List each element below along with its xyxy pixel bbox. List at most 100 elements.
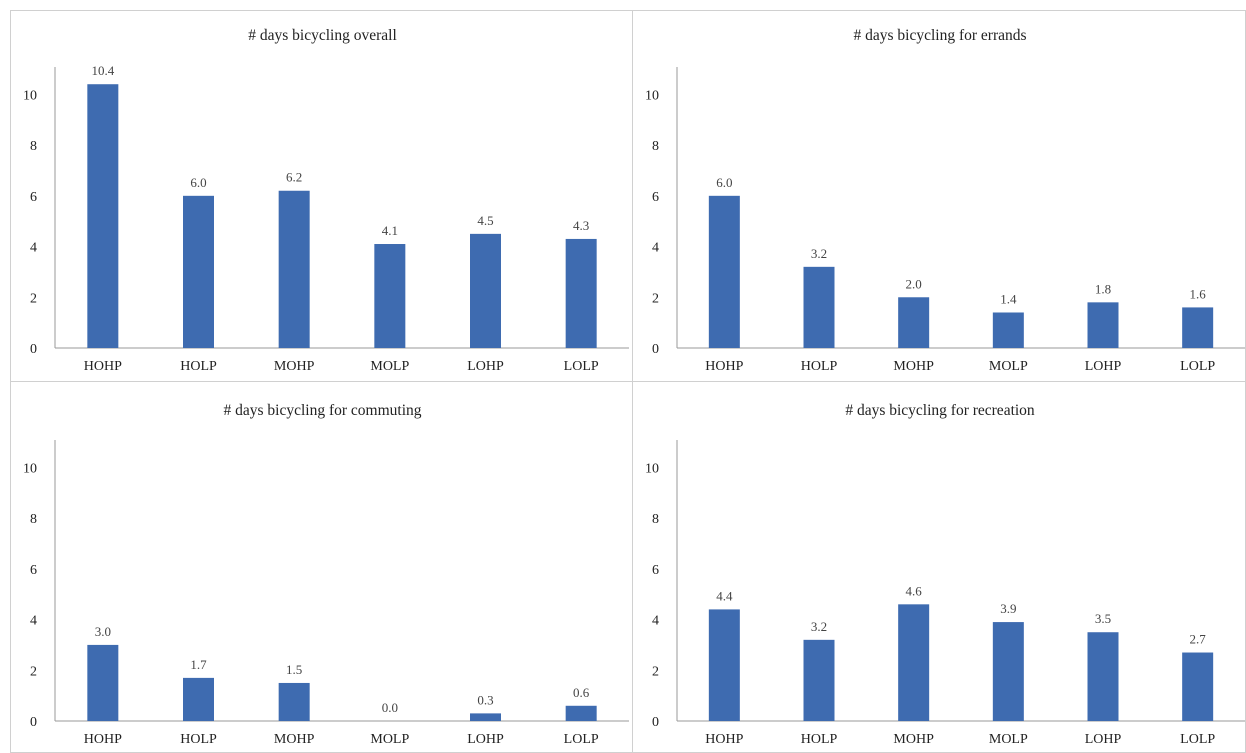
data-label: 2.0 (906, 276, 922, 291)
y-tick-label: 2 (30, 291, 37, 306)
bar-mohp (278, 190, 310, 348)
category-label: LOHP (467, 732, 504, 747)
y-tick-label: 8 (652, 139, 659, 154)
data-label: 1.7 (190, 657, 207, 672)
data-label: 1.5 (286, 662, 302, 677)
category-label: MOHP (893, 359, 934, 374)
bar-molp (992, 622, 1024, 721)
category-label: LOLP (1180, 732, 1215, 747)
data-label: 0.0 (382, 700, 398, 715)
y-tick-label: 10 (23, 461, 37, 476)
y-tick-label: 0 (30, 715, 37, 730)
chart-title: # days bicycling overall (248, 27, 397, 44)
category-label: LOHP (1085, 359, 1122, 374)
category-label: MOHP (893, 732, 934, 747)
category-label: HOHP (84, 359, 122, 374)
bar-mohp (898, 604, 930, 721)
category-label: MOLP (370, 359, 409, 374)
category-label: MOLP (989, 732, 1028, 747)
y-tick-label: 4 (30, 614, 37, 629)
y-tick-label: 4 (30, 241, 37, 256)
bar-lohp (1087, 302, 1119, 348)
bar-mohp (898, 297, 930, 348)
data-label: 3.5 (1095, 611, 1111, 626)
data-label: 3.0 (95, 624, 111, 639)
data-label: 3.2 (811, 619, 827, 634)
category-label: HOLP (801, 359, 838, 374)
chart-panel-recreation: # days bicycling for recreation 0 2 4 6 8 10 4.… (632, 381, 1246, 753)
category-label: HOLP (180, 359, 217, 374)
y-tick-label: 2 (30, 664, 37, 679)
bar-lohp (1087, 632, 1119, 721)
data-label: 6.2 (286, 170, 302, 185)
category-label: HOHP (705, 359, 743, 374)
bar-lohp (470, 233, 501, 348)
category-label: HOLP (801, 732, 838, 747)
category-label: LOLP (564, 732, 599, 747)
y-tick-label: 6 (30, 563, 37, 578)
bar-holp (803, 639, 835, 721)
category-label: MOHP (274, 359, 315, 374)
bar-lolp (1182, 307, 1214, 348)
data-label: 0.6 (573, 685, 590, 700)
data-label: 6.0 (716, 175, 732, 190)
chart-panel-commuting: # days bicycling for commuting 0 2 4 6 8 10 3.0… (10, 381, 633, 753)
bar-lolp (565, 238, 597, 348)
bar-hohp (708, 609, 740, 721)
bar-holp (803, 266, 835, 348)
y-tick-label: 6 (652, 190, 659, 205)
category-label: MOLP (989, 359, 1028, 374)
y-tick-label: 8 (30, 139, 37, 154)
category-label: MOHP (274, 732, 315, 747)
chart-panel-errands: # days bicycling for errands 0 2 4 6 8 10 6.0 HO… (632, 10, 1246, 382)
chart-commuting-svg: # days bicycling for commuting 0 2 4 6 8 10 3.0… (23, 402, 629, 747)
category-label: LOLP (1180, 359, 1215, 374)
bar-lolp (1182, 652, 1214, 721)
data-label: 4.5 (477, 213, 493, 228)
bar-lohp (470, 713, 501, 721)
bar-hohp (87, 84, 119, 348)
y-tick-label: 0 (30, 342, 37, 357)
category-label: LOHP (467, 359, 504, 374)
y-tick-label: 0 (652, 342, 659, 357)
y-tick-label: 8 (652, 512, 659, 527)
bar-hohp (87, 644, 119, 721)
data-label: 3.9 (1000, 601, 1016, 616)
data-label: 6.0 (190, 175, 206, 190)
category-label: HOLP (180, 732, 217, 747)
bar-molp (374, 244, 406, 348)
data-label: 10.4 (91, 63, 114, 78)
y-tick-label: 10 (23, 88, 37, 103)
y-tick-label: 6 (652, 563, 659, 578)
data-label: 3.2 (811, 246, 827, 261)
data-label: 4.3 (573, 218, 589, 233)
chart-panel-overall: # days bicycling overall 0 2 4 6 8 10 10.4 HOHP 6… (10, 10, 633, 382)
chart-errands-svg: # days bicycling for errands 0 2 4 6 8 10 6.0 HO… (645, 27, 1245, 374)
bar-holp (183, 195, 214, 348)
y-tick-label: 4 (652, 241, 659, 256)
data-label: 4.4 (716, 588, 733, 603)
y-tick-label: 10 (645, 88, 659, 103)
chart-overall-svg: # days bicycling overall 0 2 4 6 8 10 10.4 HOHP 6… (23, 27, 629, 374)
y-tick-label: 6 (30, 190, 37, 205)
y-tick-label: 8 (30, 512, 37, 527)
y-tick-label: 10 (645, 461, 659, 476)
data-label: 1.4 (1000, 291, 1017, 306)
y-tick-label: 4 (652, 614, 659, 629)
category-label: HOHP (84, 732, 122, 747)
data-label: 4.6 (906, 583, 923, 598)
category-label: LOLP (564, 359, 599, 374)
y-tick-label: 2 (652, 664, 659, 679)
chart-title: # days bicycling for commuting (223, 402, 421, 419)
chart-recreation-svg: # days bicycling for recreation 0 2 4 6 8 10 4.… (645, 402, 1245, 747)
category-label: HOHP (705, 732, 743, 747)
bar-holp (183, 677, 214, 721)
data-label: 1.8 (1095, 281, 1111, 296)
data-label: 2.7 (1190, 632, 1207, 647)
bar-lolp (565, 705, 597, 721)
y-tick-label: 2 (652, 291, 659, 306)
bar-hohp (708, 195, 740, 348)
data-label: 0.3 (477, 692, 493, 707)
chart-title: # days bicycling for errands (853, 27, 1026, 44)
